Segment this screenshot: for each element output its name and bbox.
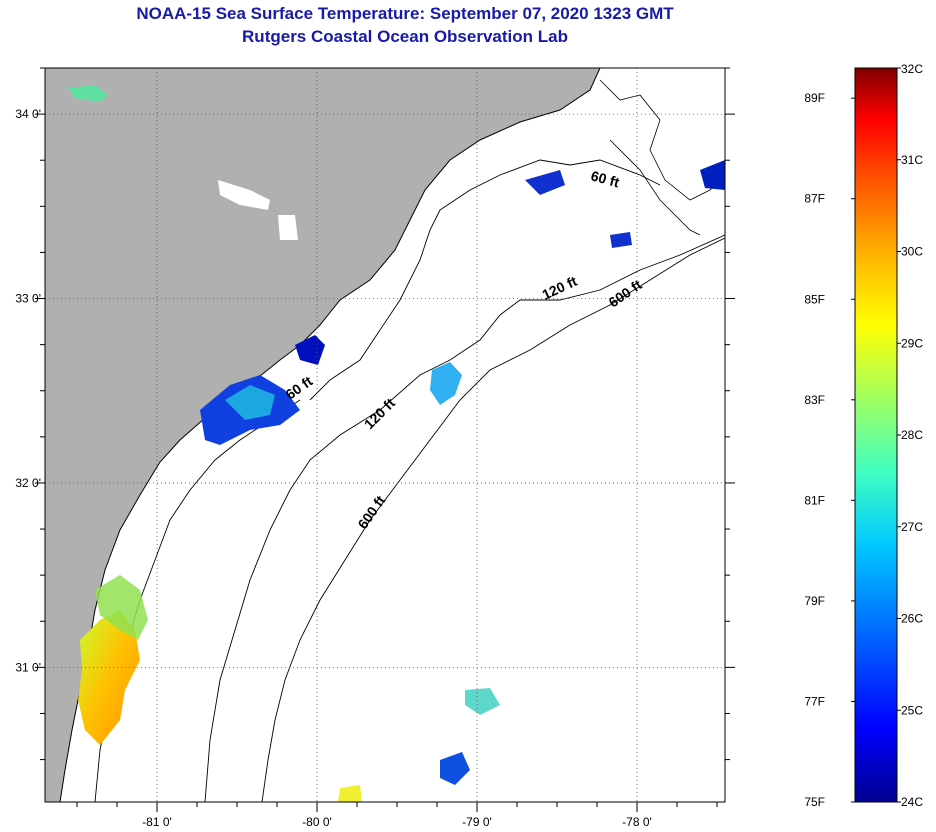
sst-patch-south-yellow xyxy=(338,785,362,802)
map-title: NOAA-15 Sea Surface Temperature: Septemb… xyxy=(136,4,674,23)
sst-patch-channel-blue xyxy=(610,232,632,248)
colorbar-c-label-5: 27C xyxy=(901,520,923,534)
colorbar-c-label-1: 31C xyxy=(901,153,923,167)
land-mass xyxy=(45,68,600,802)
contour-600ft xyxy=(261,237,725,802)
sst-patch-lake-white-2 xyxy=(278,215,298,240)
sst-patch-southwest-warm xyxy=(78,610,140,745)
estuary-outline xyxy=(599,79,725,236)
depth-label-60ft-north: 60 ft xyxy=(589,167,621,190)
colorbar-c-label-8: 24C xyxy=(901,795,923,809)
sst-patch-southwest-green xyxy=(95,575,148,640)
colorbar xyxy=(854,67,898,803)
colorbar-c-label-0: 32C xyxy=(901,62,923,76)
gridlines xyxy=(45,68,725,802)
sst-data-patches xyxy=(68,85,725,802)
colorbar-c-label-6: 26C xyxy=(901,612,923,626)
colorbar-c-label-3: 29C xyxy=(901,336,923,350)
colorbar-c-label-4: 28C xyxy=(901,428,923,442)
lat-tick-label-0: 34 0' xyxy=(15,107,41,121)
lon-tick-label-1: -80 0' xyxy=(302,815,332,829)
lat-tick-label-3: 31 0' xyxy=(15,660,41,674)
lon-tick-label-0: -81 0' xyxy=(142,815,172,829)
sst-patch-inshore-green xyxy=(68,85,108,102)
sst-patch-north-blue xyxy=(525,170,565,195)
sst-patch-coast-blue xyxy=(295,335,325,365)
map-axes: -81 0' -80 0' -79 0' -78 0' 34 0' 33 0' 32 0' 3… xyxy=(15,67,735,829)
colorbar-c-label-2: 30C xyxy=(901,245,923,259)
map-border xyxy=(44,67,726,803)
sst-patch-offshore-cyan xyxy=(430,362,462,405)
colorbar-f-label-1: 87F xyxy=(804,192,825,206)
lat-tick-label-1: 33 0' xyxy=(15,292,41,306)
colorbar-f-label-3: 83F xyxy=(804,393,825,407)
sst-patch-southeast-mix xyxy=(465,688,500,715)
sst-patch-mid-cyan xyxy=(225,385,275,420)
map-subtitle: Rutgers Coastal Ocean Observation Lab xyxy=(242,27,568,46)
colorbar-c-label-7: 25C xyxy=(901,703,923,717)
colorbar-f-label-2: 85F xyxy=(804,292,825,306)
contour-120ft xyxy=(204,234,725,802)
colorbar-f-label-0: 89F xyxy=(804,91,825,105)
colorbar-f-label-6: 77F xyxy=(804,694,825,708)
colorbar-ticks: 32C 31C 30C 29C 28C 27C 26C 25C 24C 89F 87F 85F 83F 8… xyxy=(804,62,923,809)
sst-patch-northeast-blue xyxy=(700,160,725,190)
lon-tick-label-2: -79 0' xyxy=(462,815,492,829)
lon-tick-label-3: -78 0' xyxy=(622,815,652,829)
sst-patch-lake-white xyxy=(218,180,270,210)
colorbar-f-label-7: 75F xyxy=(804,795,825,809)
colorbar-f-label-4: 81F xyxy=(804,493,825,507)
sst-patch-south-blue xyxy=(440,752,470,785)
colorbar-f-label-5: 79F xyxy=(804,594,825,608)
lat-tick-label-2: 32 0' xyxy=(15,476,41,490)
